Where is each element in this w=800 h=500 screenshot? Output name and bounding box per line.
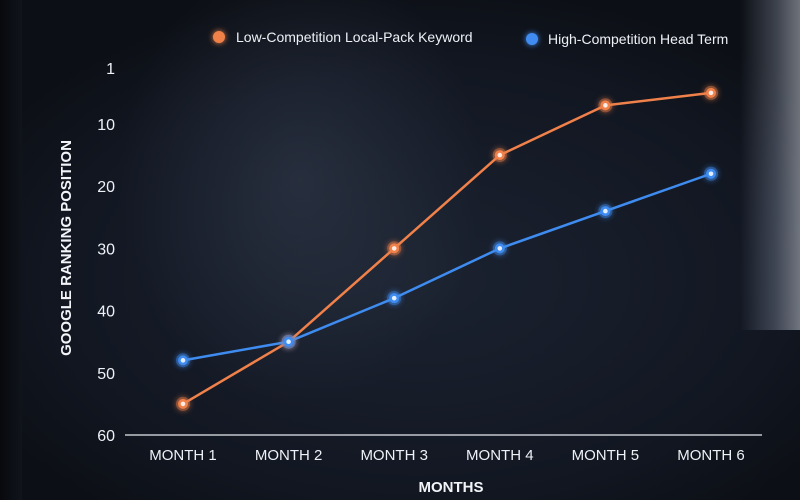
x-tick-label: MONTH 5 — [572, 447, 640, 464]
x-tick-label: MONTH 6 — [677, 447, 745, 464]
data-point-core — [603, 208, 608, 214]
legend-swatch-low-competition — [213, 31, 225, 43]
y-tick-label: 40 — [97, 304, 115, 321]
y-tick-label: 1 — [106, 61, 115, 78]
data-point-core — [603, 103, 608, 108]
data-point — [387, 291, 402, 306]
x-tick-label: MONTH 3 — [360, 447, 428, 464]
legend-swatch-high-competition — [526, 33, 538, 45]
data-point-core — [497, 246, 503, 251]
data-point — [598, 204, 613, 219]
data-point — [492, 148, 507, 163]
data-point-core — [391, 295, 397, 301]
data-point-core — [708, 171, 714, 177]
screen-bezel — [0, 0, 22, 500]
x-tick-label: MONTH 4 — [466, 447, 534, 464]
data-point — [176, 353, 190, 368]
data-point — [704, 85, 718, 100]
data-point — [598, 98, 613, 113]
legend: Low-Competition Local-Pack Keyword High-… — [213, 29, 728, 47]
data-point-core — [708, 90, 714, 96]
series-line-0 — [181, 91, 713, 406]
y-tick-label: 30 — [97, 241, 115, 258]
data-point-core — [391, 246, 397, 251]
x-axis-title: MONTHS — [419, 479, 484, 496]
x-tick-label: MONTH 1 — [149, 447, 217, 464]
data-point — [387, 241, 402, 256]
y-tick-label: 50 — [97, 366, 115, 383]
legend-label-low-competition: Low-Competition Local-Pack Keyword — [236, 29, 473, 45]
data-point-core — [286, 339, 291, 344]
data-point-core — [180, 358, 186, 363]
legend-label-high-competition: High-Competition Head Term — [548, 31, 728, 47]
y-axis-title: GOOGLE RANKING POSITION — [58, 140, 75, 356]
y-tick-label: 20 — [97, 179, 115, 196]
y-tick-label: 10 — [97, 117, 115, 134]
data-point-core — [497, 152, 503, 158]
y-tick-label: 60 — [97, 428, 115, 445]
data-point — [281, 334, 296, 349]
data-point — [704, 166, 718, 181]
data-point — [176, 396, 190, 411]
data-point-core — [180, 401, 186, 407]
series-line-1 — [181, 172, 713, 362]
data-point — [492, 241, 507, 256]
window-glare — [740, 0, 800, 330]
x-tick-label: MONTH 2 — [255, 447, 323, 464]
